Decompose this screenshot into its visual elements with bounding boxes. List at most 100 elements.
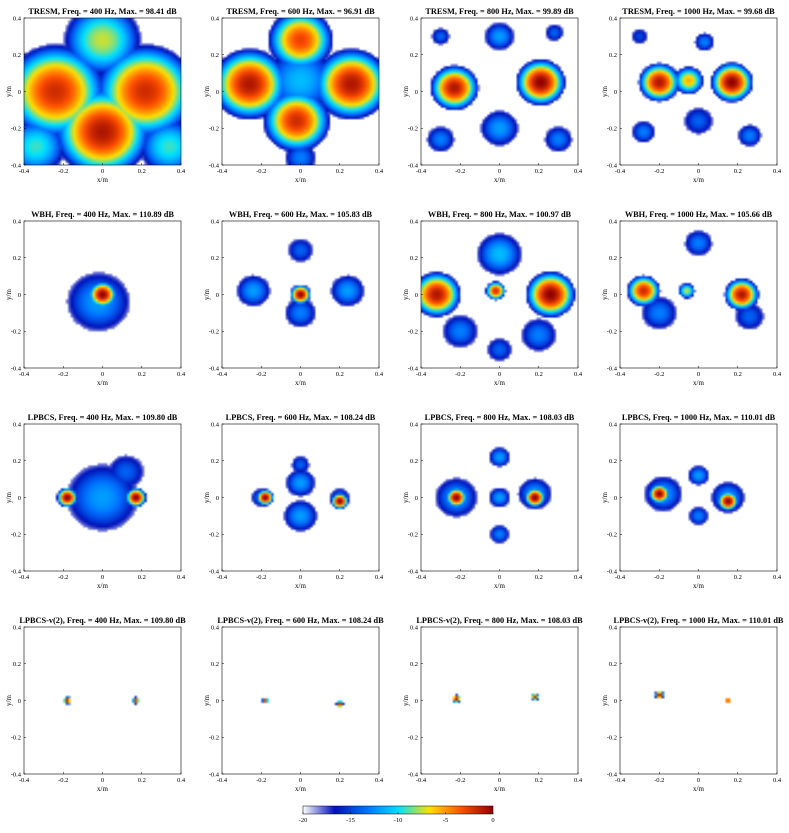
x-axis-label: x/m	[693, 785, 704, 793]
y-tick-label: 0	[216, 698, 219, 705]
panel-lpbcs-v-2--1000: LPBCS-v(2), Freq. = 1000 Hz, Max. = 110.…	[601, 616, 784, 793]
x-tick-label: 0	[299, 777, 302, 784]
x-axis-label: x/m	[97, 176, 108, 184]
y-axis-label: y/m	[402, 492, 410, 503]
y-tick-label: 0.2	[609, 255, 617, 262]
y-tick-label: -0.2	[607, 532, 617, 539]
x-tick-label: 0.4	[574, 777, 583, 784]
y-tick-label: -0.4	[607, 771, 618, 778]
heatmap-image	[24, 221, 181, 368]
y-tick-label: 0.2	[211, 661, 219, 668]
x-axis-label: x/m	[295, 582, 306, 590]
x-axis-label: x/m	[97, 379, 108, 387]
panel-title: LPBCS, Freq. = 600 Hz, Max. = 108.24 dB	[226, 413, 376, 422]
y-tick-label: -0.2	[11, 532, 21, 539]
y-axis-label: y/m	[601, 289, 609, 300]
x-tick-label: 0.4	[773, 371, 782, 378]
y-tick-label: 0.4	[211, 421, 220, 428]
y-tick-label: 0	[415, 698, 418, 705]
x-tick-label: -0.2	[58, 168, 68, 175]
x-axis-label: x/m	[295, 379, 306, 387]
y-tick-label: 0.4	[211, 15, 220, 22]
x-tick-label: 0.4	[773, 168, 782, 175]
y-tick-label: 0.2	[609, 458, 617, 465]
x-axis-label: x/m	[693, 176, 704, 184]
y-tick-label: -0.2	[209, 126, 219, 133]
panel-wbh-600: WBH, Freq. = 600 Hz, Max. = 105.83 dB -0.…	[203, 210, 384, 387]
panel-title: WBH, Freq. = 600 Hz, Max. = 105.83 dB	[229, 210, 373, 219]
y-tick-label: -0.2	[607, 329, 617, 336]
y-tick-label: 0.4	[211, 218, 220, 225]
y-tick-label: 0.4	[609, 218, 618, 225]
panel-title: LPBCS, Freq. = 800 Hz, Max. = 108.03 dB	[425, 413, 575, 422]
panel-tresm-400: TRESM, Freq. = 400 Hz, Max. = 98.41 dB -0…	[5, 7, 186, 184]
y-tick-label: 0.4	[211, 624, 220, 631]
y-axis-label: y/m	[402, 86, 410, 97]
y-tick-label: 0.4	[410, 15, 419, 22]
x-axis-label: x/m	[97, 582, 108, 590]
panel-title: LPBCS-v(2), Freq. = 1000 Hz, Max. = 110.…	[614, 616, 784, 625]
y-axis-label: y/m	[402, 695, 410, 706]
panel-title: WBH, Freq. = 1000 Hz, Max. = 105.66 dB	[625, 210, 773, 219]
colorbar: -20 -15 -10 -5 0	[299, 805, 495, 824]
y-tick-label: -0.4	[408, 365, 419, 372]
x-tick-label: 0.4	[574, 371, 583, 378]
x-tick-label: 0.2	[535, 371, 543, 378]
y-tick-label: -0.4	[209, 365, 220, 372]
x-tick-label: -0.2	[455, 777, 465, 784]
x-tick-label: -0.4	[615, 371, 626, 378]
y-axis-label: y/m	[203, 492, 211, 503]
y-tick-label: -0.4	[209, 771, 220, 778]
x-tick-label: 0.2	[138, 777, 146, 784]
x-axis-label: x/m	[693, 379, 704, 387]
heatmap-image	[24, 627, 181, 774]
heatmap-image	[222, 424, 379, 571]
colorbar-tick-label: -20	[299, 817, 308, 824]
x-tick-label: 0	[101, 777, 104, 784]
x-tick-label: 0	[697, 574, 700, 581]
y-tick-label: 0	[18, 495, 21, 502]
x-tick-label: 0.2	[734, 168, 742, 175]
x-tick-label: 0	[299, 168, 302, 175]
x-tick-label: -0.4	[19, 371, 30, 378]
panel-title: LPBCS-v(2), Freq. = 600 Hz, Max. = 108.2…	[217, 616, 384, 625]
x-tick-label: 0	[697, 168, 700, 175]
panel-title: LPBCS, Freq. = 1000 Hz, Max. = 110.01 dB	[622, 413, 776, 422]
x-tick-label: -0.2	[58, 574, 68, 581]
y-tick-label: -0.4	[11, 771, 22, 778]
y-tick-label: 0	[415, 89, 418, 96]
heatmap-image	[620, 424, 777, 571]
x-axis-label: x/m	[693, 582, 704, 590]
heatmap-image	[222, 627, 379, 774]
y-axis-label: y/m	[601, 492, 609, 503]
y-tick-label: -0.4	[11, 568, 22, 575]
x-tick-label: 0.4	[375, 371, 384, 378]
x-tick-label: -0.4	[416, 168, 427, 175]
x-tick-label: 0.2	[734, 371, 742, 378]
y-tick-label: -0.2	[607, 126, 617, 133]
x-axis-label: x/m	[494, 582, 505, 590]
panel-wbh-1000: WBH, Freq. = 1000 Hz, Max. = 105.66 dB -0…	[601, 210, 782, 387]
y-tick-label: 0.4	[13, 15, 22, 22]
y-tick-label: 0.2	[211, 255, 219, 262]
x-tick-label: 0	[101, 168, 104, 175]
heatmap-image	[222, 18, 379, 165]
y-tick-label: 0	[216, 292, 219, 299]
panel-tresm-800: TRESM, Freq. = 800 Hz, Max. = 99.89 dB -0…	[402, 7, 583, 184]
x-tick-label: 0.2	[138, 168, 146, 175]
panel-title: TRESM, Freq. = 600 Hz, Max. = 96.91 dB	[226, 7, 375, 16]
x-axis-label: x/m	[494, 379, 505, 387]
x-tick-label: 0	[697, 371, 700, 378]
y-tick-label: 0.2	[410, 52, 418, 59]
panel-title: TRESM, Freq. = 1000 Hz, Max. = 99.68 dB	[622, 7, 775, 16]
y-tick-label: -0.4	[209, 568, 220, 575]
panel-title: WBH, Freq. = 800 Hz, Max. = 100.97 dB	[428, 210, 572, 219]
y-tick-label: -0.4	[11, 162, 22, 169]
y-axis-label: y/m	[203, 86, 211, 97]
y-tick-label: 0	[614, 495, 617, 502]
panel-title: LPBCS-v(2), Freq. = 800 Hz, Max. = 108.0…	[416, 616, 583, 625]
x-tick-label: -0.4	[217, 168, 228, 175]
panel-tresm-1000: TRESM, Freq. = 1000 Hz, Max. = 99.68 dB -…	[601, 7, 782, 184]
y-tick-label: 0.2	[609, 52, 617, 59]
panel-lpbcs-600: LPBCS, Freq. = 600 Hz, Max. = 108.24 dB -…	[203, 413, 384, 590]
